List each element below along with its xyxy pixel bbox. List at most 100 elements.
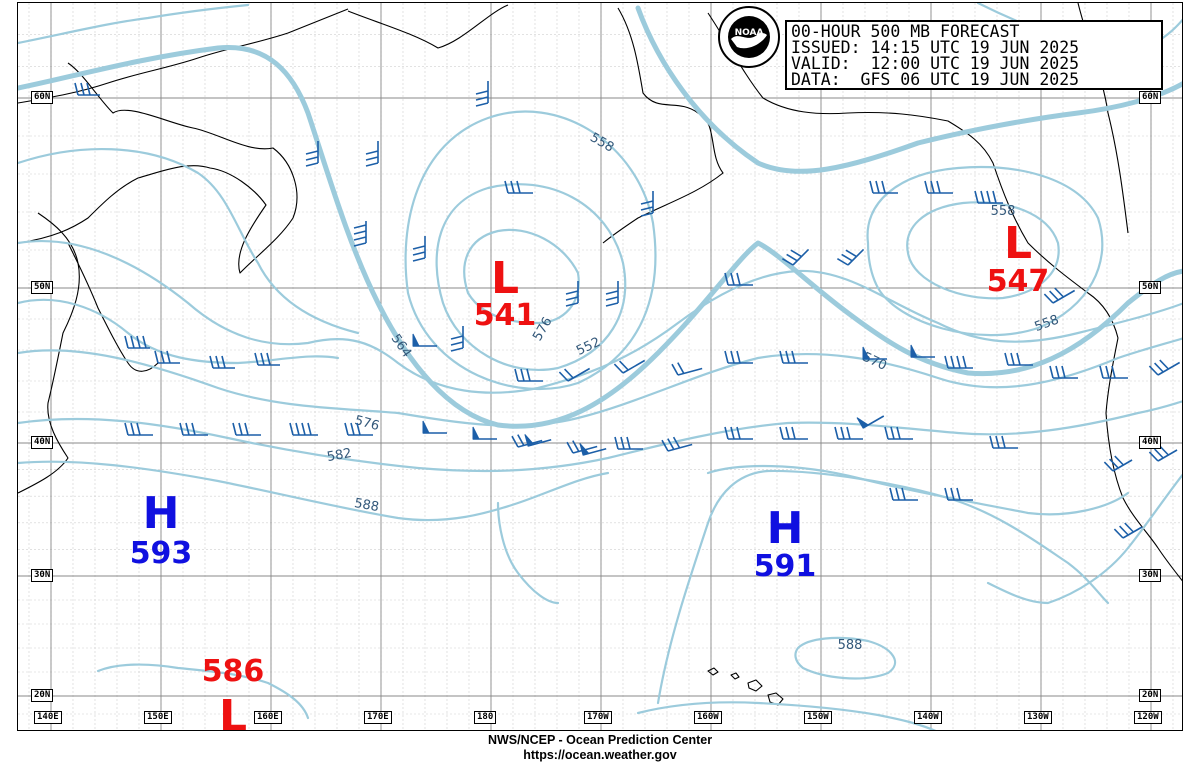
lon-label: 130W [1024, 711, 1052, 724]
contour-label: 552 [574, 335, 603, 359]
wind-barb [989, 435, 1018, 449]
low-center-value: 547 [987, 264, 1050, 299]
contour-570-bold [18, 44, 1182, 429]
contour-low-558 [404, 110, 657, 391]
contour-588-southwest [96, 663, 310, 720]
contour-570-northeast [635, 5, 1182, 174]
wind-barb [124, 335, 150, 349]
contour-588-island [794, 636, 896, 680]
data-line: DATA: GFS 06 UTC 19 JUN 2025 [791, 70, 1080, 89]
contour-588-southeast [636, 701, 937, 730]
coast-alaska-peninsula [347, 4, 509, 49]
lat-label-right: 50N [1139, 281, 1162, 294]
coast-north-america-west [1105, 337, 1182, 582]
wind-barb [614, 436, 643, 450]
wind-barb [779, 426, 808, 440]
wind-barb [305, 141, 319, 167]
lon-label: 170E [364, 711, 392, 724]
low-center-letter: L [219, 691, 247, 731]
lon-label: 150W [804, 711, 832, 724]
coast-hokkaido [18, 212, 80, 494]
wind-barb [834, 426, 863, 440]
wind-barb [779, 350, 808, 364]
coast-gulf-alaska [707, 12, 1119, 339]
lon-label: 150E [144, 711, 172, 724]
wind-barb [1049, 365, 1078, 379]
lon-label: 140W [914, 711, 942, 724]
wind-barb [1099, 365, 1128, 379]
lat-label-left: 30N [31, 569, 54, 582]
wind-barb-pennant [910, 344, 935, 358]
wind-barb [154, 350, 180, 364]
wind-barb [605, 281, 619, 307]
lat-label-left: 50N [31, 281, 54, 294]
wind-barb [869, 180, 898, 194]
contour-558-east-low [866, 166, 1104, 337]
lat-label-left: 20N [31, 689, 54, 702]
wind-barb [924, 180, 953, 194]
wind-barb-pennant [422, 420, 447, 434]
contour-588-central [496, 501, 560, 605]
wind-barb-pennant [472, 426, 497, 440]
noaa-logo-text: NOAA [735, 28, 764, 38]
wind-barb [344, 422, 373, 436]
coast-kurils [67, 242, 159, 372]
footer-url[interactable]: https://ocean.weather.gov [523, 748, 677, 762]
lat-label-right: 40N [1139, 436, 1162, 449]
wind-barb [724, 272, 753, 286]
wind-barb [254, 352, 280, 366]
wind-barb [74, 82, 100, 96]
wind-barb [504, 180, 533, 194]
contour-588-right [986, 473, 1182, 605]
contour-label: 558 [1033, 312, 1061, 335]
coast-alaska-south [602, 7, 724, 244]
wind-barb [889, 487, 918, 501]
wind-barb [944, 487, 973, 501]
contour-label: 576 [353, 413, 381, 434]
low-center-letter: L [491, 253, 519, 304]
wind-barb [974, 190, 1003, 204]
low-center-value: 586 [202, 654, 265, 689]
contour-label: 558 [991, 204, 1016, 219]
wind-barb [1004, 352, 1033, 366]
contour-label: 588 [353, 496, 380, 515]
wind-barb [558, 367, 591, 382]
contour-low-inner [463, 228, 580, 325]
coast-kamchatka [18, 62, 298, 274]
wind-barb-pennant [412, 333, 437, 347]
map-frame: 558 564 576 552 570 558 576 582 588 588 558 L 541 L 5… [17, 2, 1183, 731]
wind-barb [836, 248, 865, 266]
high-center-letter: H [143, 488, 180, 539]
contour-588-high-east [656, 469, 1110, 705]
wind-barb [412, 236, 426, 262]
wind-barb-pennant [856, 415, 885, 429]
wind-barb [179, 422, 208, 436]
contour-far-north [18, 3, 250, 45]
contour-588-west [18, 460, 610, 522]
wind-barb [884, 426, 913, 440]
footer: NWS/NCEP - Ocean Prediction Center https… [0, 733, 1200, 763]
low-center-letter: L [1004, 218, 1032, 269]
high-center-letter: H [767, 503, 804, 554]
lat-label-left: 60N [31, 91, 54, 104]
contour-label: 588 [838, 638, 863, 653]
coast-hawaii [707, 667, 784, 706]
lon-label: 160W [694, 711, 722, 724]
wind-barb [124, 422, 153, 436]
contour-558-north [18, 147, 360, 335]
lon-label: 170W [584, 711, 612, 724]
wind-barb [353, 221, 367, 247]
contour-582 [18, 400, 1182, 473]
issued-line: ISSUED: 14:15 UTC 19 JUN 2025 [791, 38, 1080, 57]
coast-okhotsk-north [18, 8, 349, 104]
wind-barb [1043, 287, 1076, 304]
lon-label: 120W [1134, 711, 1162, 724]
contour-564-wave [18, 239, 1182, 394]
lon-label: 160E [254, 711, 282, 724]
low-center-value: 541 [474, 298, 537, 333]
noaa-logo: NOAA [718, 6, 780, 68]
wind-barb-pennant [862, 346, 887, 360]
lon-label: 140E [34, 711, 62, 724]
